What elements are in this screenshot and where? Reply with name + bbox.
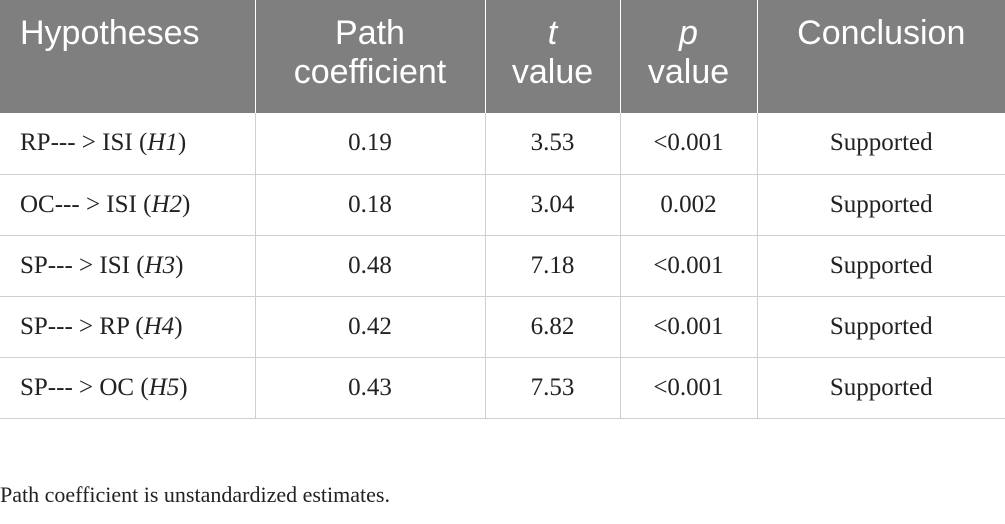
- hypothesis-path: SP--- > ISI: [20, 251, 130, 279]
- cell-t-value: 6.82: [485, 296, 621, 357]
- cell-hypothesis: SP--- > RP (H4): [0, 296, 256, 357]
- header-p-value: p value: [620, 0, 758, 113]
- cell-hypothesis: SP--- > OC (H5): [0, 357, 256, 418]
- table-header-row: Hypotheses Path coefficient t value p va…: [0, 0, 1005, 113]
- cell-p-value: <0.001: [620, 235, 758, 296]
- cell-conclusion: Supported: [829, 312, 933, 340]
- cell-hypothesis: OC--- > ISI (H2): [0, 174, 256, 235]
- header-p-symbol: p: [679, 14, 698, 52]
- cell-conclusion: Supported: [829, 190, 933, 218]
- header-t-symbol: t: [547, 14, 558, 52]
- cell-path-coefficient: 0.43: [255, 357, 486, 418]
- results-table-container: Hypotheses Path coefficient t value p va…: [0, 0, 1005, 418]
- hypothesis-path: RP--- > ISI: [20, 129, 133, 157]
- cell-p-value: <0.001: [620, 357, 758, 418]
- cell-p-value: <0.001: [620, 296, 758, 357]
- hypothesis-label: H1: [147, 129, 178, 157]
- cell-t-value: 7.18: [485, 235, 621, 296]
- cell-t-value: 3.53: [485, 113, 621, 174]
- header-path-coefficient-line2: coefficient: [293, 53, 447, 91]
- header-path-coefficient: Path coefficient: [255, 0, 486, 113]
- table-body: RP--- > ISI (H1) 0.19 3.53 <0.001 Suppor…: [0, 113, 1005, 418]
- header-hypotheses-label: Hypotheses: [20, 14, 200, 52]
- hypothesis-label: H3: [144, 251, 176, 279]
- hypothesis-label: H5: [148, 373, 180, 401]
- cell-conclusion: Supported: [829, 373, 933, 401]
- header-conclusion-label: Conclusion: [797, 14, 966, 52]
- table-row: SP--- > OC (H5) 0.43 7.53 <0.001 Support…: [0, 357, 1005, 418]
- cell-p-value: <0.001: [620, 113, 758, 174]
- cell-path-coefficient: 0.48: [255, 235, 486, 296]
- hypothesis-path: SP--- > RP: [20, 312, 130, 340]
- table-footnote: Path coefficient is unstandardized estim…: [0, 482, 390, 507]
- cell-path-coefficient: 0.19: [255, 113, 486, 174]
- cell-conclusion: Supported: [829, 129, 933, 157]
- cell-hypothesis: SP--- > ISI (H3): [0, 235, 256, 296]
- table-row: OC--- > ISI (H2) 0.18 3.04 0.002 Support…: [0, 174, 1005, 235]
- hypothesis-path: OC--- > ISI: [20, 190, 137, 218]
- cell-hypothesis: RP--- > ISI (H1): [0, 113, 256, 174]
- hypothesis-label: H2: [151, 190, 182, 218]
- table-row: SP--- > ISI (H3) 0.48 7.18 <0.001 Suppor…: [0, 235, 1005, 296]
- cell-t-value: 7.53: [485, 357, 621, 418]
- header-conclusion: Conclusion: [757, 0, 1005, 113]
- header-path-coefficient-line1: Path: [335, 14, 405, 52]
- header-t-value: t value: [485, 0, 621, 113]
- hypothesis-label: H4: [143, 312, 175, 340]
- header-hypotheses: Hypotheses: [0, 0, 256, 113]
- cell-path-coefficient: 0.42: [255, 296, 486, 357]
- cell-p-value: 0.002: [620, 174, 758, 235]
- cell-conclusion: Supported: [829, 251, 933, 279]
- table-row: RP--- > ISI (H1) 0.19 3.53 <0.001 Suppor…: [0, 113, 1005, 174]
- cell-path-coefficient: 0.18: [255, 174, 486, 235]
- cell-t-value: 3.04: [485, 174, 621, 235]
- table-row: SP--- > RP (H4) 0.42 6.82 <0.001 Support…: [0, 296, 1005, 357]
- hypothesis-path: SP--- > OC: [20, 373, 135, 401]
- header-t-value-label: value: [511, 53, 594, 91]
- header-p-value-label: value: [647, 53, 730, 91]
- hypotheses-results-table: Hypotheses Path coefficient t value p va…: [0, 0, 1005, 418]
